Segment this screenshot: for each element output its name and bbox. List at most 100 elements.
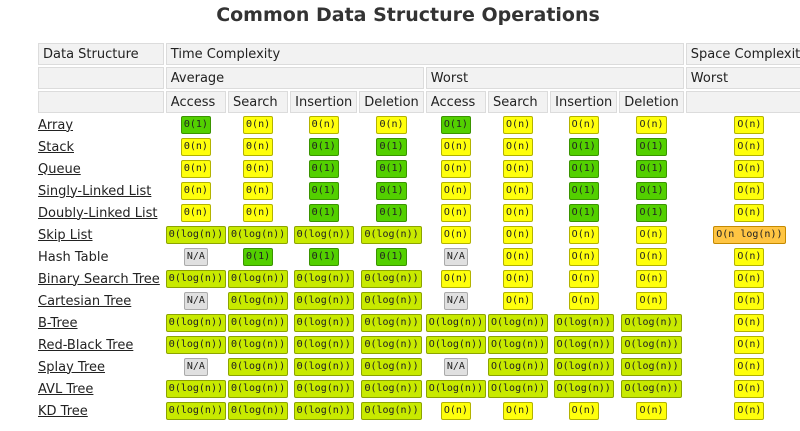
complexity-badge: O(n) [568, 226, 599, 244]
data-structure-link[interactable]: Cartesian Tree [38, 293, 132, 309]
complexity-cell: Θ(log(n)) [359, 291, 424, 311]
complexity-cell: O(n) [686, 159, 800, 179]
complexity-badge: O(n) [734, 160, 765, 178]
complexity-cell: Θ(1) [359, 247, 424, 267]
row-name-cell: AVL Tree [38, 379, 164, 399]
data-structure-link[interactable]: KD Tree [38, 403, 88, 419]
complexity-cell: O(1) [619, 159, 684, 179]
complexity-cell: Θ(log(n)) [165, 225, 226, 245]
page-title: Common Data Structure Operations [216, 4, 600, 26]
complexity-badge: O(n) [503, 226, 534, 244]
header-row-3: Access Search Insertion Deletion Access Searc… [38, 91, 800, 113]
header-row-2: Average Worst Worst [38, 67, 800, 89]
complexity-badge: O(1) [568, 204, 599, 222]
complexity-badge: Θ(1) [308, 204, 339, 222]
complexity-badge: O(log(n)) [425, 336, 486, 354]
complexity-badge: O(1) [636, 182, 667, 200]
complexity-cell: O(n) [686, 291, 800, 311]
complexity-cell: O(log(n)) [619, 379, 684, 399]
complexity-cell: O(n) [550, 115, 617, 135]
complexity-badge: O(n) [568, 116, 599, 134]
complexity-cell: O(log(n)) [619, 335, 684, 355]
complexity-badge: Θ(n) [180, 160, 211, 178]
row-name-cell: Skip List [38, 225, 164, 245]
complexity-cell: Θ(n) [359, 115, 424, 135]
data-structure-link[interactable]: AVL Tree [38, 381, 94, 397]
header-worst: Worst [425, 67, 684, 89]
complexity-badge: Θ(log(n)) [227, 336, 289, 354]
complexity-badge: Θ(log(n)) [293, 270, 354, 288]
data-structure-link[interactable]: B-Tree [38, 315, 78, 331]
data-structure-link[interactable]: Singly-Linked List [38, 183, 152, 199]
complexity-badge: Θ(1) [376, 248, 407, 266]
complexity-badge: O(log(n)) [425, 314, 486, 332]
complexity-cell: O(1) [619, 181, 684, 201]
complexity-cell: Θ(n) [166, 181, 226, 201]
complexity-badge: Θ(log(n)) [293, 226, 354, 244]
complexity-badge: Θ(log(n)) [293, 292, 354, 310]
table-row: Doubly-Linked List Θ(n) Θ(n) Θ(1) Θ(1) O(n) O(… [38, 203, 800, 223]
complexity-badge: O(n) [440, 402, 471, 420]
complexity-badge: Θ(n) [243, 116, 274, 134]
complexity-badge: O(n) [568, 402, 599, 420]
complexity-badge: Θ(log(n)) [227, 226, 289, 244]
row-name-cell: KD Tree [38, 401, 164, 421]
complexity-badge: N/A [443, 248, 468, 266]
complexity-cell: O(n) [550, 225, 617, 245]
data-structure-link[interactable]: Array [38, 117, 74, 133]
complexity-badge: Θ(log(n)) [165, 226, 226, 244]
complexity-cell: O(n) [488, 247, 548, 267]
complexity-badge: O(log(n)) [553, 380, 614, 398]
complexity-cell: O(log(n)) [487, 379, 549, 399]
complexity-badge: Θ(n) [243, 204, 274, 222]
complexity-badge: Θ(log(n)) [165, 380, 226, 398]
header-op-deletion: Deletion [359, 91, 424, 113]
complexity-badge: Θ(log(n)) [361, 314, 422, 332]
complexity-badge: O(n) [568, 248, 599, 266]
complexity-badge: O(log(n)) [621, 380, 682, 398]
complexity-badge: O(n log(n)) [713, 226, 786, 244]
complexity-badge: O(n) [503, 292, 534, 310]
complexity-cell: Θ(log(n)) [227, 225, 289, 245]
table-row: Stack Θ(n) Θ(n) Θ(1) Θ(1) O(n) O(n) O(1) O(1) O(n… [38, 137, 800, 157]
complexity-badge: O(n) [503, 204, 534, 222]
complexity-cell: O(n) [550, 247, 617, 267]
complexity-badge: O(log(n)) [621, 314, 682, 332]
complexity-badge: N/A [443, 358, 468, 376]
header-data-structure: Data Structure [38, 43, 164, 65]
data-structure-link[interactable]: Binary Search Tree [38, 271, 160, 287]
data-structure-link[interactable]: Doubly-Linked List [38, 205, 158, 221]
data-structure-link[interactable]: Stack [38, 139, 74, 155]
complexity-cell: O(1) [619, 203, 684, 223]
complexity-cell: Θ(log(n)) [165, 379, 226, 399]
complexity-badge: O(n) [503, 248, 534, 266]
complexity-badge: Θ(log(n)) [361, 336, 422, 354]
complexity-cell: O(n) [488, 115, 548, 135]
data-structure-link[interactable]: Splay Tree [38, 359, 105, 375]
complexity-cell: Θ(n) [228, 181, 288, 201]
complexity-badge: Θ(log(n)) [165, 314, 226, 332]
data-structure-link[interactable]: Queue [38, 161, 81, 177]
complexity-badge: O(1) [636, 138, 667, 156]
complexity-badge: Θ(1) [376, 182, 407, 200]
row-name-cell: Binary Search Tree [38, 269, 164, 289]
complexity-badge: Θ(log(n)) [227, 402, 289, 420]
complexity-badge: Θ(log(n)) [227, 380, 289, 398]
complexity-cell: O(n) [488, 291, 548, 311]
row-name-cell: Red-Black Tree [38, 335, 164, 355]
header-op-access: Access [425, 91, 486, 113]
header-blank [685, 91, 800, 113]
complexity-badge: O(n) [636, 116, 667, 134]
header-worst-space: Worst [685, 67, 800, 89]
complexity-cell: Θ(1) [359, 137, 424, 157]
row-name-cell: B-Tree [38, 313, 164, 333]
complexity-cell: O(n) [686, 401, 800, 421]
data-structure-link[interactable]: Skip List [38, 227, 93, 243]
table-row: Binary Search Tree Θ(log(n)) Θ(log(n)) Θ(lo… [38, 269, 800, 289]
complexity-cell: O(n) [488, 181, 548, 201]
complexity-badge: Θ(log(n)) [227, 270, 289, 288]
header-blank [38, 67, 164, 89]
data-structure-link[interactable]: Red-Black Tree [38, 337, 134, 353]
complexity-cell: O(n) [619, 225, 684, 245]
complexity-cell: O(n) [488, 203, 548, 223]
